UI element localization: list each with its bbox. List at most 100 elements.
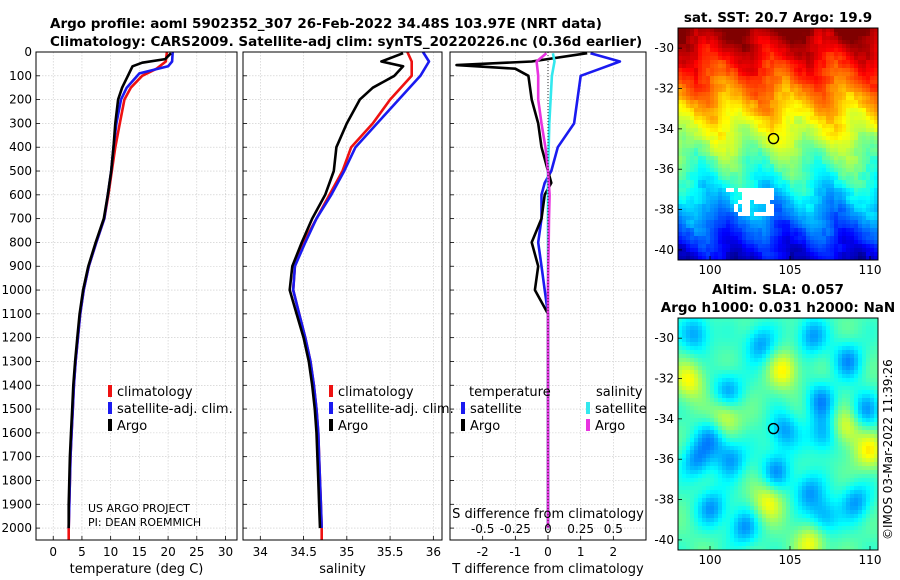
map-cell <box>822 350 827 355</box>
map-cell <box>770 414 775 419</box>
map-cell <box>698 398 703 403</box>
map-cell <box>694 232 699 237</box>
map-cell <box>818 180 823 185</box>
map-cell <box>814 76 819 81</box>
map-cell <box>846 342 851 347</box>
map-cell <box>874 362 879 367</box>
map-cell <box>694 40 699 45</box>
map-cell <box>782 56 787 61</box>
map-cell <box>850 454 855 459</box>
map-cell <box>806 354 811 359</box>
map-cell <box>846 84 851 89</box>
map-cell <box>874 402 879 407</box>
map-cell <box>730 394 735 399</box>
map-cell <box>730 248 735 253</box>
map-cell <box>798 342 803 347</box>
map-cell <box>678 338 683 343</box>
map-cell <box>790 458 795 463</box>
map-cell <box>702 68 707 73</box>
map-cell <box>870 132 875 137</box>
map-cell <box>686 128 691 133</box>
map-cell <box>862 192 867 197</box>
map-cell <box>702 136 707 141</box>
map-cell <box>710 378 715 383</box>
map-cell <box>782 196 787 201</box>
map-cell <box>754 52 759 57</box>
map-cell <box>826 330 831 335</box>
map-cell <box>778 252 783 257</box>
map-cell <box>742 322 747 327</box>
map-cell <box>810 228 815 233</box>
map-cell <box>818 398 823 403</box>
map-cell <box>738 318 743 323</box>
map-cell <box>710 330 715 335</box>
map-cell <box>786 446 791 451</box>
map-cell <box>854 358 859 363</box>
map-cell <box>846 422 851 427</box>
map-cell <box>786 330 791 335</box>
map-cell <box>718 342 723 347</box>
map-cell <box>710 140 715 145</box>
map-cell <box>730 426 735 431</box>
map-cell <box>742 318 747 323</box>
map-cell <box>726 386 731 391</box>
map-cell <box>866 326 871 331</box>
map-cell <box>746 244 751 249</box>
y-tick-label: 600 <box>9 188 32 202</box>
map-cell <box>682 330 687 335</box>
map-cell <box>678 414 683 419</box>
map-cell <box>706 136 711 141</box>
map-cell <box>702 120 707 125</box>
map-cell <box>742 454 747 459</box>
map-cell <box>734 204 739 209</box>
map-cell <box>706 200 711 205</box>
map-cell <box>802 172 807 177</box>
map-cell <box>810 124 815 129</box>
map-cell <box>698 88 703 93</box>
map-cell <box>874 438 879 443</box>
map-cell <box>722 256 727 261</box>
s-tick-label: 0.25 <box>567 522 594 536</box>
map-cell <box>858 434 863 439</box>
map-cell <box>694 92 699 97</box>
map-cell <box>702 152 707 157</box>
map-cell <box>822 446 827 451</box>
map-cell <box>686 322 691 327</box>
map-cell <box>810 156 815 161</box>
map-cell <box>854 64 859 69</box>
map-cell <box>730 382 735 387</box>
map-cell <box>806 422 811 427</box>
map-cell <box>750 112 755 117</box>
map-cell <box>774 398 779 403</box>
map-cell <box>762 140 767 145</box>
map-cell <box>718 192 723 197</box>
map-cell <box>694 350 699 355</box>
map-cell <box>762 84 767 89</box>
map-cell <box>722 346 727 351</box>
map-cell <box>822 252 827 257</box>
map-cell <box>734 240 739 245</box>
map-cell <box>750 140 755 145</box>
map-cell <box>702 84 707 89</box>
map-cell <box>786 76 791 81</box>
map-cell <box>862 180 867 185</box>
map-cell <box>714 36 719 41</box>
map-cell <box>874 406 879 411</box>
map-cell <box>766 434 771 439</box>
map-cell <box>818 248 823 253</box>
map-cell <box>782 108 787 113</box>
map-cell <box>714 180 719 185</box>
map-cell <box>826 252 831 257</box>
map-cell <box>710 240 715 245</box>
map-cell <box>714 88 719 93</box>
map-cell <box>698 76 703 81</box>
map-cell <box>786 164 791 169</box>
map-cell <box>830 212 835 217</box>
map-cell <box>766 96 771 101</box>
map-cell <box>778 418 783 423</box>
map-cell <box>730 184 735 189</box>
map-cell <box>790 180 795 185</box>
map-cell <box>786 200 791 205</box>
map-cell <box>850 40 855 45</box>
map-cell <box>834 386 839 391</box>
